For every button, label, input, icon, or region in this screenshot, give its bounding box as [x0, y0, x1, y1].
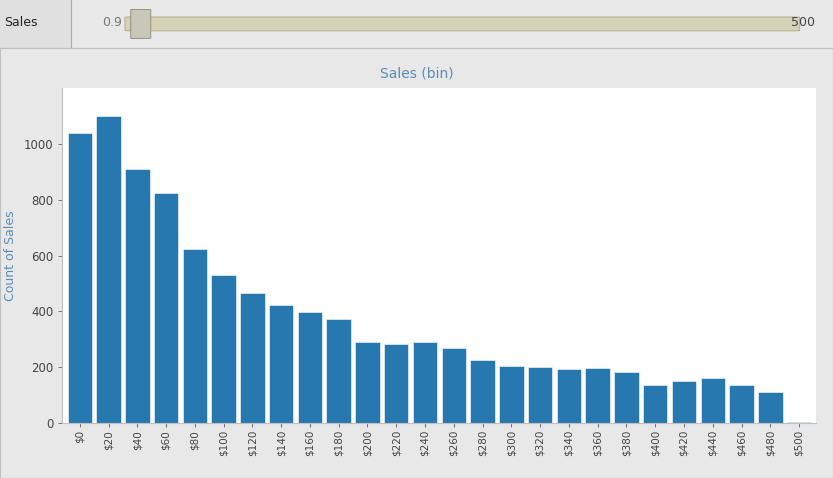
- Bar: [384, 344, 408, 423]
- Text: 0.9: 0.9: [102, 16, 122, 30]
- Bar: [240, 293, 265, 423]
- Bar: [730, 385, 754, 423]
- Bar: [67, 133, 92, 423]
- Bar: [671, 381, 696, 423]
- Bar: [0, 0, 71, 48]
- Bar: [614, 372, 639, 423]
- Bar: [269, 304, 293, 423]
- Bar: [154, 193, 178, 423]
- Bar: [212, 275, 236, 423]
- Bar: [182, 249, 207, 423]
- Bar: [441, 348, 466, 423]
- Bar: [556, 369, 581, 423]
- Text: Sales: Sales: [4, 16, 37, 30]
- FancyBboxPatch shape: [131, 10, 151, 38]
- Bar: [701, 379, 725, 423]
- Bar: [355, 342, 380, 423]
- Bar: [758, 392, 782, 423]
- Bar: [327, 319, 351, 423]
- Text: Sales (bin): Sales (bin): [380, 67, 453, 81]
- Bar: [125, 169, 149, 423]
- Bar: [586, 368, 610, 423]
- Bar: [413, 342, 437, 423]
- Bar: [97, 116, 121, 423]
- Bar: [528, 367, 552, 423]
- Bar: [471, 360, 495, 423]
- Bar: [787, 422, 811, 423]
- Bar: [643, 384, 667, 423]
- Bar: [499, 366, 524, 423]
- FancyBboxPatch shape: [125, 17, 800, 31]
- Text: 500: 500: [791, 16, 815, 30]
- Y-axis label: Count of Sales: Count of Sales: [4, 210, 17, 301]
- Bar: [297, 312, 322, 423]
